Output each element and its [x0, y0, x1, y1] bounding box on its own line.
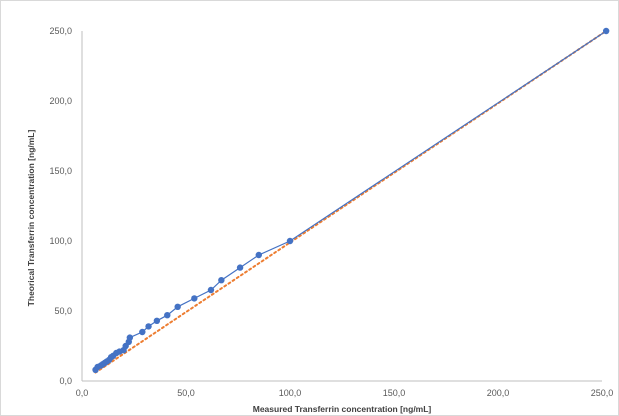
series-line: [95, 30, 607, 371]
data-point: [174, 303, 181, 310]
x-tick-label: 100,0: [279, 388, 302, 398]
y-tick-label: 0,0: [59, 376, 72, 386]
y-tick-label: 200,0: [49, 96, 72, 106]
x-tick-label: 250,0: [591, 388, 614, 398]
data-point: [164, 312, 171, 319]
x-tick-label: 150,0: [383, 388, 406, 398]
data-point: [153, 317, 161, 324]
data-point: [255, 251, 262, 259]
data-point: [602, 27, 610, 35]
plot-area: [92, 27, 610, 374]
x-tick-label: 50,0: [177, 388, 195, 398]
x-tick-label: 200,0: [487, 388, 510, 398]
data-point: [236, 264, 244, 271]
data-point: [286, 237, 294, 245]
y-tick-label: 50,0: [54, 306, 72, 316]
x-tick-labels: 0,0 50,0 100,0 150,0 200,0 250,0: [76, 388, 614, 398]
y-tick-label: 100,0: [49, 236, 72, 246]
data-point: [191, 295, 198, 302]
y-axis-title: Theorical Transferrin concentration [ng/…: [26, 130, 36, 307]
data-point: [126, 334, 134, 341]
y-tick-label: 150,0: [49, 166, 72, 176]
data-point: [207, 286, 215, 294]
x-axis-title: Measured Transferrin concentration [ng/m…: [253, 404, 432, 414]
data-point: [218, 277, 225, 284]
y-tick-label: 250,0: [49, 26, 72, 36]
data-point: [139, 328, 146, 336]
x-tick-label: 0,0: [76, 388, 89, 398]
axes: [81, 31, 602, 382]
y-tick-labels: 0,0 50,0 100,0 150,0 200,0 250,0: [49, 26, 72, 386]
data-point: [145, 323, 152, 330]
